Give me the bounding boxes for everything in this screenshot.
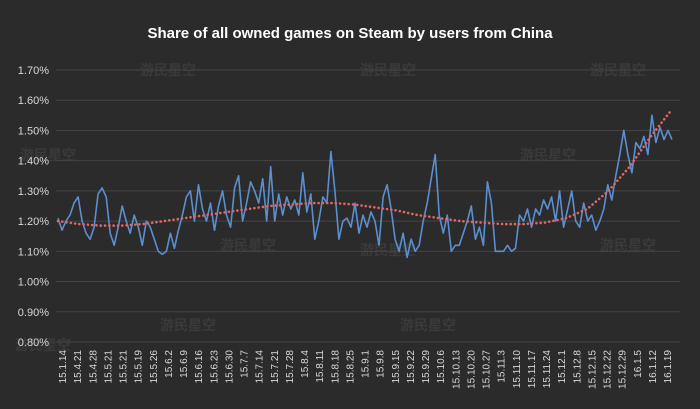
x-tick-label: 15.9.15 — [391, 350, 402, 384]
watermark-layer: 游民星空游民星空游民星空游民星空游民星空游民星空游民星空游民星空游民星空游民星空… — [15, 62, 656, 354]
x-tick-label: 15.6.16 — [194, 350, 205, 384]
series-layer — [56, 108, 674, 259]
x-tick-label: 15.12.8 — [572, 350, 583, 384]
x-tick-label: 15.12.22 — [603, 350, 614, 389]
y-tick-label: 1.50% — [18, 125, 49, 137]
y-tick-label: 1.20% — [18, 216, 49, 228]
x-tick-label: 15.4.21 — [73, 350, 84, 384]
x-tick-label: 15.10.6 — [436, 350, 447, 384]
x-tick-label: 15.4.28 — [88, 350, 99, 384]
x-tick-label: 15.12.1 — [557, 350, 568, 384]
x-tick-label: 15.6.23 — [209, 350, 220, 384]
x-tick-label: 15.6.2 — [164, 350, 175, 378]
y-tick-label: 1.00% — [18, 277, 49, 289]
watermark: 游民星空 — [220, 237, 276, 254]
x-tick-label: 15.5.21 — [119, 350, 130, 384]
x-tick-label: 15.5.26 — [149, 350, 160, 384]
watermark: 游民星空 — [15, 337, 71, 354]
x-tick-label: 15.11.24 — [542, 350, 553, 389]
x-tick-label: 15.9.8 — [376, 350, 387, 378]
x-axis: 15.1.14 15.4.21 15.4.28 15.5.21 15.5.21 15.5.… — [58, 350, 674, 389]
x-tick-label: 15.6.30 — [224, 350, 235, 384]
x-tick-label: 15.9.1 — [361, 350, 372, 378]
series-line — [57, 114, 673, 259]
x-tick-label: 15.5.21 — [103, 350, 114, 384]
x-tick-label: 15.10.27 — [482, 350, 493, 389]
x-tick-label: 16.1.5 — [633, 350, 644, 378]
y-tick-label: 1.70% — [18, 65, 49, 77]
x-tick-label: 15.5.19 — [134, 350, 145, 384]
y-tick-label: 0.80% — [18, 337, 49, 349]
watermark: 游民星空 — [600, 237, 656, 254]
x-tick-label: 15.7.14 — [255, 350, 266, 384]
grid-layer — [56, 69, 680, 343]
x-tick-label: 16.1.12 — [648, 350, 659, 384]
watermark: 游民星空 — [20, 147, 76, 164]
chart-title: Share of all owned games on Steam by use… — [147, 25, 553, 42]
x-tick-label: 15.9.22 — [406, 350, 417, 384]
x-tick-label: 15.10.20 — [466, 350, 477, 389]
x-tick-label: 15.9.29 — [421, 350, 432, 384]
x-tick-label: 15.7.21 — [270, 350, 281, 384]
x-tick-label: 15.6.9 — [179, 350, 190, 378]
x-tick-label: 15.8.11 — [315, 350, 326, 383]
y-tick-label: 1.30% — [18, 186, 49, 198]
trendline — [56, 108, 674, 227]
y-axis: 0.80% 0.90% 1.00% 1.10% 1.20% 1.30% 1.40% 1.50%… — [18, 65, 49, 349]
y-tick-label: 1.40% — [18, 156, 49, 168]
x-tick-label: 15.8.25 — [345, 350, 356, 384]
watermark: 游民星空 — [160, 317, 216, 334]
x-tick-label: 15.7.7 — [240, 350, 251, 378]
x-tick-label: 15.8.18 — [330, 350, 341, 384]
watermark: 游民星空 — [360, 242, 416, 259]
x-tick-label: 15.7.28 — [285, 350, 296, 384]
x-tick-label: 15.1.14 — [58, 350, 69, 384]
y-tick-label: 1.60% — [18, 95, 49, 107]
x-tick-label: 15.11.10 — [512, 350, 523, 389]
x-tick-label: 16.1.19 — [663, 350, 674, 384]
x-tick-label: 15.11.17 — [527, 350, 538, 389]
x-tick-label: 15.12.29 — [618, 350, 629, 389]
y-tick-label: 0.90% — [18, 307, 49, 319]
watermark: 游民星空 — [400, 317, 456, 334]
watermark: 游民星空 — [520, 147, 576, 164]
x-tick-label: 15.12.15 — [587, 350, 598, 389]
x-tick-label: 15.8.4 — [300, 350, 311, 378]
x-tick-label: 15.10.13 — [451, 350, 462, 389]
y-tick-label: 1.10% — [18, 246, 49, 258]
x-tick-label: 15.11.3 — [497, 350, 508, 383]
